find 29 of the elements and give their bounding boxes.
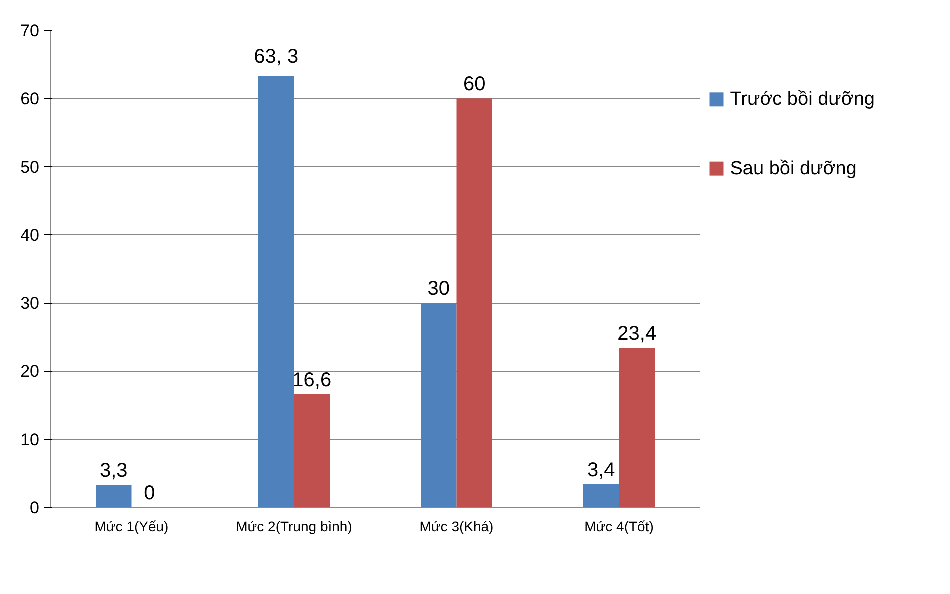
y-tick-label: 20 [20, 362, 40, 382]
x-tick-label: Mức 3(Khá) [420, 518, 494, 534]
bar [619, 348, 655, 508]
data-label: 16,6 [292, 369, 332, 392]
y-tick-label: 10 [20, 430, 40, 450]
bar [258, 76, 294, 508]
data-label: 0 [144, 482, 156, 504]
data-label: 30 [428, 278, 450, 300]
y-tick-label: 30 [20, 294, 40, 314]
data-label: 63, 3 [254, 46, 299, 68]
data-label: 3,3 [100, 460, 128, 482]
data-label: 3,4 [587, 459, 616, 482]
data-label: 60 [464, 74, 486, 96]
y-tick-label: 40 [20, 226, 40, 245]
bar [456, 98, 492, 508]
legend-label: Trước bồi dưỡng [730, 89, 875, 110]
bar [421, 303, 457, 508]
x-tick-label: Mức 1(Yếu) [94, 518, 169, 534]
y-tick-label: 0 [30, 498, 40, 518]
bar [294, 394, 330, 508]
y-tick-label: 60 [20, 90, 40, 109]
y-tick-label: 50 [20, 158, 40, 177]
bar [96, 485, 132, 508]
bar [584, 484, 620, 508]
data-label: 23,4 [618, 323, 657, 346]
legend-label: Sau bồi dưỡng [730, 158, 857, 180]
x-tick-label: Mức 4(Tốt) [584, 518, 654, 534]
x-tick-label: Mức 2(Trung bình) [236, 518, 352, 534]
y-tick-label: 70 [20, 22, 40, 40]
